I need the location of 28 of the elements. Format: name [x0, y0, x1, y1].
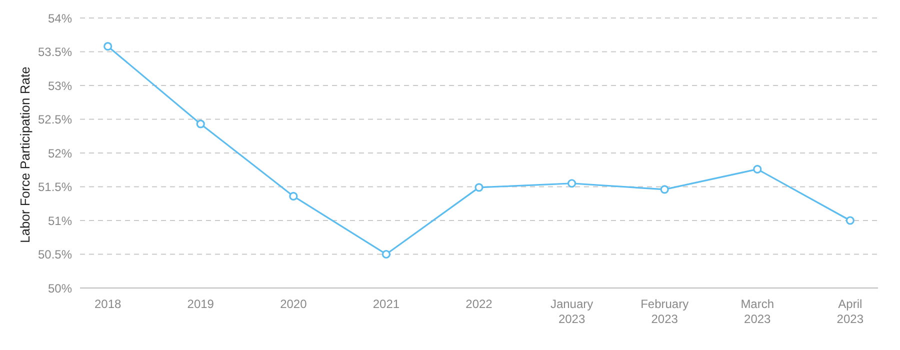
y-tick-label: 54% [48, 11, 72, 26]
x-tick-label: January 2023 [550, 297, 594, 326]
point [846, 216, 854, 225]
y-tick-label: 51% [48, 214, 72, 228]
x-tick-label: 2019 [187, 297, 214, 311]
x-tick-label: 2020 [280, 297, 308, 311]
point [104, 42, 112, 51]
point [567, 179, 576, 188]
x-tick-label: March 2023 [740, 297, 774, 326]
y-tick-label: 50.5% [38, 248, 72, 262]
x-tick-label: February 2023 [640, 297, 689, 326]
point [382, 250, 391, 259]
x-tick-label: 2018 [94, 297, 122, 311]
x-tick-label: April 2023 [836, 297, 864, 326]
y-tick-label: 53.5% [38, 45, 72, 60]
y-tick-label: 52.5% [38, 112, 72, 127]
point [474, 183, 484, 192]
x-tick-label: 2022 [466, 297, 493, 311]
point [753, 164, 762, 174]
y-tick-label: 50% [48, 281, 72, 296]
y-tick-label: 53% [48, 78, 72, 93]
x-tick-label: 2021 [372, 297, 400, 311]
point [196, 120, 205, 128]
y-tick-label: 51.5% [38, 180, 72, 194]
y-tick-label: 52% [48, 146, 72, 160]
y-axis-title: Labor Force Participation Rate [18, 66, 33, 243]
point [660, 185, 669, 194]
point [289, 192, 298, 200]
